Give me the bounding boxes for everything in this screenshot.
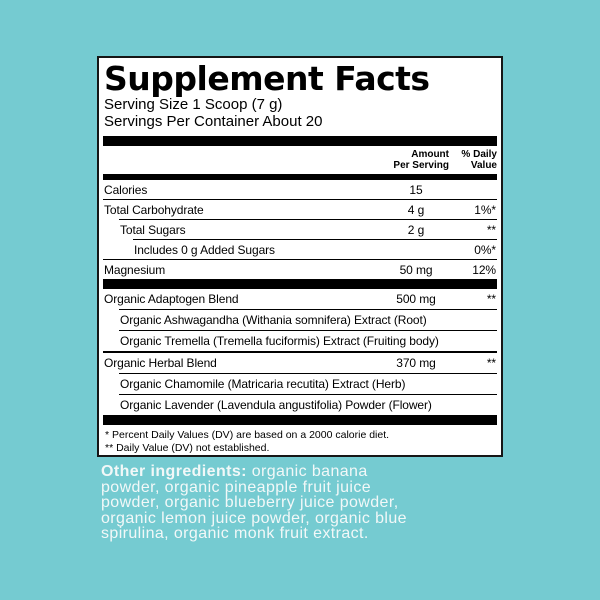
supplement-facts-title: Supplement Facts bbox=[104, 59, 430, 98]
nutrient-amount: 15 bbox=[409, 182, 423, 197]
nutrient-amount: 50 mg bbox=[399, 262, 433, 277]
nutrient-row-ashwagandha: Organic Ashwagandha (Withania somnifera)… bbox=[119, 309, 497, 330]
nutrient-dv: 1%* bbox=[474, 202, 496, 217]
amount-header-line1: Amount bbox=[411, 149, 449, 160]
nutrient-label: Organic Lavender (Lavendula angustifolia… bbox=[120, 398, 432, 412]
dv-header-line1: % Daily bbox=[461, 149, 497, 160]
thick-divider-bar-bottom bbox=[103, 415, 497, 425]
nutrient-amount: 500 mg bbox=[396, 292, 436, 306]
nutrient-dv: ** bbox=[486, 292, 496, 306]
other-ingredients-text: organic banana bbox=[246, 463, 368, 480]
nutrient-row-tremella: Organic Tremella (Tremella fuciformis) E… bbox=[119, 330, 497, 351]
nutrient-row-total-carbohydrate: Total Carbohydrate 4 g 1%* bbox=[103, 199, 497, 219]
other-ingredients-line: Other ingredients: organic banana bbox=[101, 464, 531, 480]
footnotes: * Percent Daily Values (DV) are based on… bbox=[103, 429, 497, 454]
nutrient-row-added-sugars: Includes 0 g Added Sugars 0%* bbox=[133, 239, 497, 259]
other-ingredients-line: powder, organic pineapple fruit juice bbox=[101, 478, 372, 496]
serving-size-line: Serving Size 1 Scoop (7 g) bbox=[104, 96, 283, 113]
nutrient-row-magnesium: Magnesium 50 mg 12% bbox=[103, 259, 497, 279]
other-ingredients-line: powder, organic blueberry juice powder, bbox=[101, 494, 399, 512]
nutrient-amount: 370 mg bbox=[396, 356, 436, 370]
nutrient-row-calories: Calories 15 bbox=[103, 180, 497, 199]
other-ingredients-line: organic lemon juice powder, organic blue bbox=[101, 509, 407, 527]
nutrient-label: Organic Adaptogen Blend bbox=[104, 292, 239, 306]
nutrient-row-total-sugars: Total Sugars 2 g ** bbox=[119, 219, 497, 239]
column-headers-row: Amount Per Serving % Daily Value bbox=[103, 146, 497, 174]
thick-divider-bar-middle bbox=[103, 279, 497, 289]
nutrient-dv: 0%* bbox=[474, 242, 496, 257]
nutrient-amount: 2 g bbox=[407, 222, 425, 237]
thick-divider-bar-top bbox=[103, 136, 497, 146]
medium-divider-bar bbox=[103, 174, 497, 180]
other-ingredients-label: Other ingredients: bbox=[101, 463, 247, 480]
nutrient-label: Organic Chamomile (Matricaria recutita) … bbox=[120, 377, 406, 391]
percent-daily-value-header: % Daily Value bbox=[449, 149, 497, 171]
nutrient-dv: 12% bbox=[472, 262, 496, 277]
nutrient-row-adaptogen-blend: Organic Adaptogen Blend 500 mg ** bbox=[103, 289, 497, 309]
other-ingredients-line: spirulina, organic monk fruit extract. bbox=[101, 525, 369, 543]
supplement-facts-panel: Supplement Facts Serving Size 1 Scoop (7… bbox=[97, 56, 503, 457]
nutrient-dv: ** bbox=[486, 356, 496, 370]
amount-per-serving-header: Amount Per Serving bbox=[385, 149, 449, 171]
nutrient-label: Total Sugars bbox=[120, 222, 186, 237]
nutrient-row-herbal-blend: Organic Herbal Blend 370 mg ** bbox=[103, 351, 497, 373]
nutrient-label: Organic Herbal Blend bbox=[104, 356, 217, 370]
nutrient-dv: ** bbox=[486, 222, 496, 237]
servings-per-container-line: Servings Per Container About 20 bbox=[104, 113, 323, 130]
other-ingredients-block: Other ingredients: organic banana powder… bbox=[101, 464, 531, 542]
dv-header-line2: Value bbox=[470, 159, 497, 171]
nutrient-label: Organic Tremella (Tremella fuciformis) E… bbox=[120, 334, 439, 348]
footnote-dv-not-established: ** Daily Value (DV) not established. bbox=[105, 441, 270, 454]
amount-header-line2: Per Serving bbox=[393, 159, 449, 171]
nutrient-label: Includes 0 g Added Sugars bbox=[134, 242, 275, 257]
nutrient-label: Total Carbohydrate bbox=[104, 202, 204, 217]
nutrient-label: Organic Ashwagandha (Withania somnifera)… bbox=[120, 313, 427, 327]
nutrient-row-lavender: Organic Lavender (Lavendula angustifolia… bbox=[119, 394, 497, 415]
nutrient-row-chamomile: Organic Chamomile (Matricaria recutita) … bbox=[119, 373, 497, 394]
footnote-daily-values: * Percent Daily Values (DV) are based on… bbox=[105, 429, 390, 441]
nutrient-label: Magnesium bbox=[104, 262, 166, 277]
nutrient-label: Calories bbox=[104, 182, 148, 197]
nutrient-amount: 4 g bbox=[407, 202, 425, 217]
